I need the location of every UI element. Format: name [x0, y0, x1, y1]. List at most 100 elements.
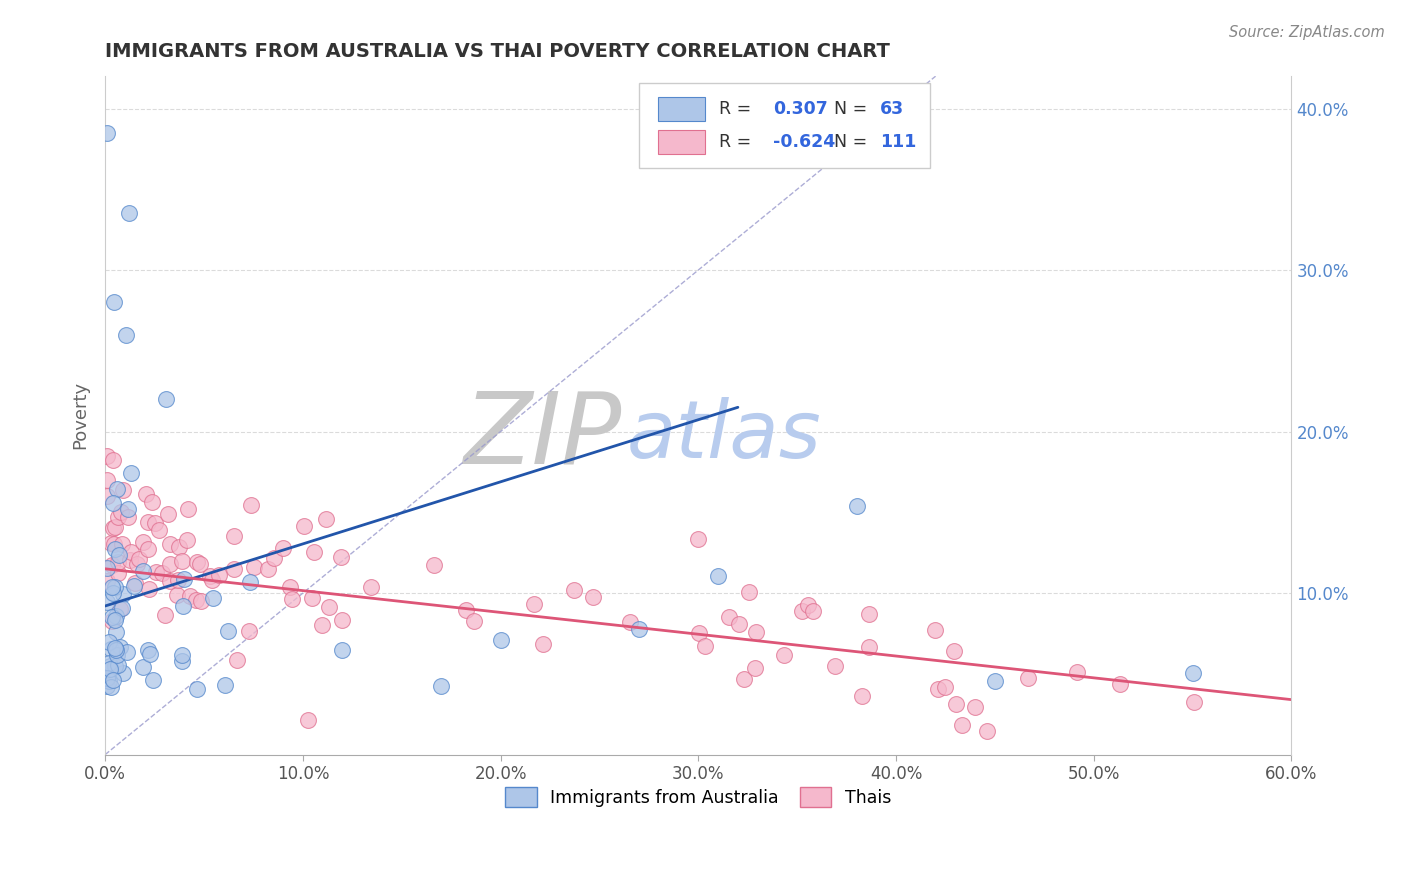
Point — [562, 583, 585, 598]
Point — [803, 604, 825, 618]
Point — [179, 589, 201, 603]
Point — [225, 653, 247, 667]
Point — [984, 674, 1007, 689]
Point — [96, 595, 118, 609]
Point — [167, 574, 190, 588]
Point — [131, 534, 153, 549]
Point — [582, 590, 605, 604]
Point — [201, 573, 224, 587]
Point — [100, 536, 122, 550]
Point — [523, 597, 546, 611]
Text: 0.307: 0.307 — [773, 100, 828, 118]
Point — [98, 659, 121, 673]
Point — [976, 723, 998, 738]
Point — [167, 541, 190, 555]
Point — [100, 641, 122, 656]
Point — [124, 576, 146, 591]
Point — [111, 586, 134, 600]
Point — [184, 593, 207, 607]
Point — [1017, 671, 1039, 685]
Point — [1182, 695, 1205, 709]
Point — [950, 718, 973, 732]
Text: N =: N = — [823, 133, 873, 151]
FancyBboxPatch shape — [658, 97, 706, 120]
Text: 63: 63 — [880, 100, 904, 118]
Point — [107, 657, 129, 672]
Point — [101, 580, 124, 594]
Text: Source: ZipAtlas.com: Source: ZipAtlas.com — [1229, 25, 1385, 40]
Point — [98, 662, 121, 676]
Point — [159, 557, 181, 571]
Point — [186, 555, 208, 569]
Point — [239, 574, 262, 589]
Point — [318, 599, 340, 614]
Point — [208, 567, 231, 582]
Point — [281, 592, 304, 607]
Point — [100, 680, 122, 694]
Point — [360, 581, 382, 595]
Point — [136, 541, 159, 556]
Point — [101, 614, 124, 628]
Point — [224, 529, 246, 543]
Point — [924, 623, 946, 637]
Point — [1181, 666, 1204, 681]
FancyBboxPatch shape — [638, 83, 929, 168]
Point — [155, 608, 177, 623]
Point — [96, 489, 118, 503]
Text: ZIP: ZIP — [463, 387, 621, 484]
Point — [733, 672, 755, 686]
Point — [1066, 665, 1088, 680]
Point — [105, 648, 128, 663]
Point — [943, 644, 966, 658]
Point — [489, 632, 512, 647]
Point — [96, 449, 118, 463]
Point — [824, 659, 846, 673]
Point — [707, 569, 730, 583]
Point — [96, 126, 118, 140]
Point — [201, 591, 224, 605]
Point — [96, 561, 118, 575]
Point — [173, 572, 195, 586]
Point — [128, 552, 150, 566]
Point — [98, 673, 121, 688]
Point — [159, 537, 181, 551]
Point — [280, 580, 302, 594]
Point — [172, 654, 194, 668]
Point — [332, 642, 354, 657]
Point — [688, 626, 710, 640]
Point — [122, 579, 145, 593]
Point — [176, 533, 198, 548]
Point — [139, 647, 162, 661]
Point — [125, 557, 148, 571]
Legend: Immigrants from Australia, Thais: Immigrants from Australia, Thais — [498, 780, 898, 814]
Point — [198, 569, 221, 583]
Point — [104, 643, 127, 657]
Point — [188, 557, 211, 571]
Point — [110, 602, 132, 616]
Point — [141, 495, 163, 509]
Text: 111: 111 — [880, 133, 917, 151]
Point — [738, 585, 761, 599]
Point — [686, 532, 709, 546]
Point — [330, 613, 353, 627]
Point — [797, 598, 820, 612]
Point — [112, 665, 135, 680]
Point — [107, 509, 129, 524]
Point — [257, 562, 280, 576]
Point — [301, 591, 323, 606]
Point — [845, 500, 868, 514]
Point — [101, 453, 124, 467]
Text: R =: R = — [718, 100, 756, 118]
Point — [111, 537, 134, 551]
Point — [104, 614, 127, 628]
Point — [627, 623, 650, 637]
Point — [117, 502, 139, 516]
Point — [217, 624, 239, 638]
Point — [430, 679, 453, 693]
Point — [110, 505, 132, 519]
Point — [728, 616, 751, 631]
Point — [107, 482, 129, 496]
Point — [172, 553, 194, 567]
Point — [311, 618, 333, 632]
Point — [101, 610, 124, 624]
